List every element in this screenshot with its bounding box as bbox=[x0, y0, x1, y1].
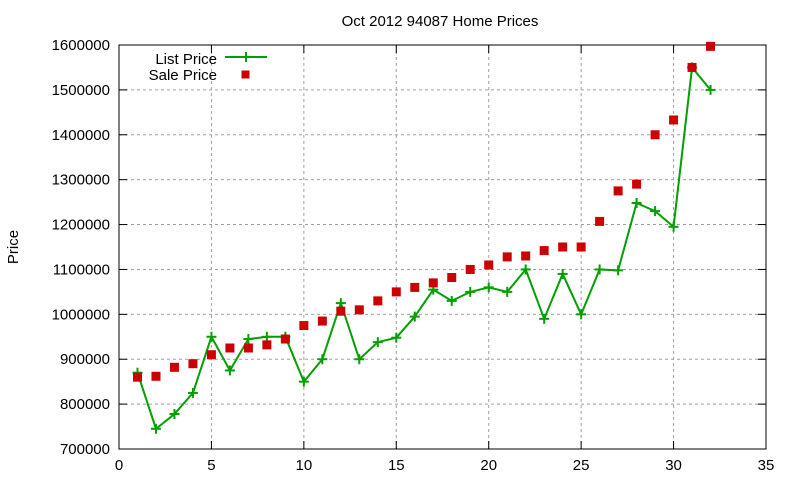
data-point bbox=[632, 179, 642, 189]
chart-title: Oct 2012 94087 Home Prices bbox=[342, 13, 539, 30]
data-point bbox=[595, 216, 605, 226]
y-tick-label: 1100000 bbox=[53, 261, 110, 278]
list-price-series bbox=[132, 62, 716, 434]
data-point bbox=[687, 62, 697, 72]
data-point bbox=[650, 130, 660, 140]
data-point bbox=[391, 287, 401, 297]
data-point bbox=[410, 282, 420, 292]
x-tick-label: 20 bbox=[480, 457, 497, 474]
data-point bbox=[354, 305, 364, 315]
data-point bbox=[521, 251, 531, 261]
data-point bbox=[465, 264, 475, 274]
y-tick-label: 1000000 bbox=[52, 306, 110, 323]
y-tick-label: 1600000 bbox=[52, 37, 110, 54]
x-tick-label: 15 bbox=[388, 457, 405, 474]
data-point bbox=[169, 362, 179, 372]
y-tick-label: 1300000 bbox=[52, 172, 110, 189]
x-tick-label: 0 bbox=[115, 457, 123, 474]
data-point bbox=[336, 306, 346, 316]
x-tick-label: 35 bbox=[758, 457, 775, 474]
plot-border bbox=[118, 44, 767, 450]
data-point bbox=[576, 242, 586, 252]
data-point bbox=[188, 359, 198, 369]
data-point bbox=[447, 273, 457, 283]
legend-label: Sale Price bbox=[149, 67, 217, 84]
data-point bbox=[706, 41, 716, 51]
data-point bbox=[206, 350, 216, 360]
data-point bbox=[243, 343, 253, 353]
data-point bbox=[502, 252, 512, 262]
series-layer bbox=[132, 41, 716, 434]
sale-price-series bbox=[132, 41, 716, 382]
x-tick-label: 5 bbox=[207, 457, 215, 474]
data-point bbox=[225, 343, 235, 353]
axes: 700000 800000 900000 1000000 1100000 1200000 1… bbox=[52, 37, 775, 474]
x-tick-label: 30 bbox=[665, 457, 682, 474]
y-tick-label: 900000 bbox=[60, 351, 110, 368]
data-point bbox=[151, 371, 161, 381]
data-point bbox=[613, 186, 623, 196]
y-tick-label: 800000 bbox=[60, 396, 110, 413]
data-point bbox=[280, 334, 290, 344]
y-tick-label: 700000 bbox=[60, 441, 110, 458]
data-point bbox=[484, 260, 494, 270]
data-point bbox=[539, 246, 549, 256]
x-tick-label: 25 bbox=[573, 457, 590, 474]
data-point bbox=[373, 296, 383, 306]
data-point bbox=[132, 372, 142, 382]
legend-label: List Price bbox=[155, 51, 217, 68]
data-point bbox=[669, 115, 679, 125]
y-tick-label: 1200000 bbox=[52, 217, 110, 234]
data-point bbox=[299, 321, 309, 331]
y-axis-label: Price bbox=[5, 230, 22, 264]
gridlines bbox=[119, 45, 766, 449]
y-tick-label: 1500000 bbox=[52, 82, 110, 99]
data-point bbox=[262, 340, 272, 350]
data-point bbox=[558, 242, 568, 252]
data-point bbox=[428, 278, 438, 288]
data-point bbox=[317, 316, 327, 326]
x-tick-label: 10 bbox=[296, 457, 313, 474]
y-tick-label: 1400000 bbox=[52, 127, 110, 144]
